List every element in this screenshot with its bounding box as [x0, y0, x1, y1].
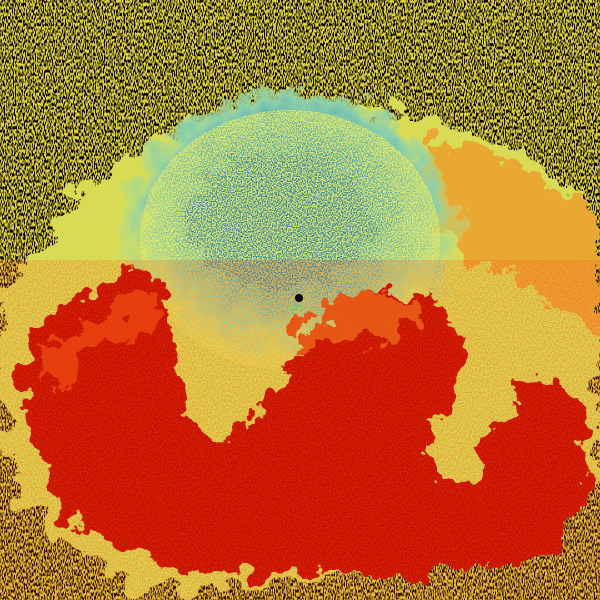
- radar-site: [295, 294, 303, 302]
- red-grain: [0, 260, 600, 600]
